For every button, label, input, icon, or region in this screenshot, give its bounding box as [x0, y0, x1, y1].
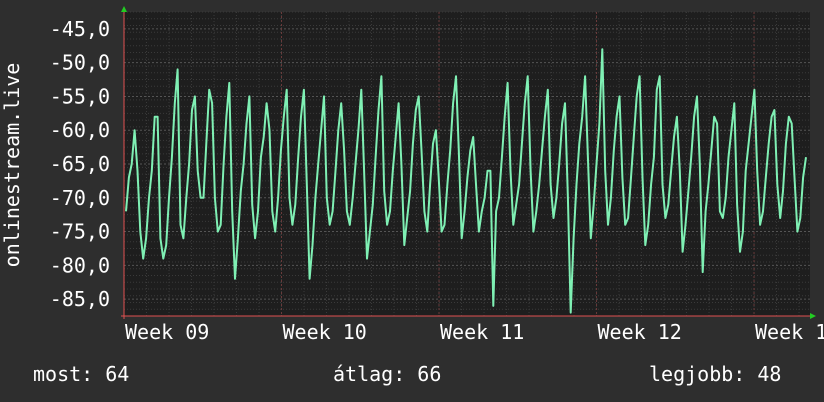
y-tick-label: -80,0	[50, 253, 110, 277]
plot-area	[124, 12, 810, 316]
series-line	[125, 48, 807, 314]
x-tick-label: Week 09	[125, 320, 209, 344]
y-tick-label: -85,0	[50, 287, 110, 311]
x-tick-label: Week 11	[440, 320, 524, 344]
x-tick-label: Week 12	[598, 320, 682, 344]
y-tick-label: -45,0	[50, 17, 110, 41]
best-value: legjobb: 48	[649, 362, 782, 386]
current-value: most: 64	[33, 362, 130, 386]
x-tick-label: Week 10	[283, 320, 367, 344]
x-tick-labels: Week 09 Week 10 Week 11 Week 12 Week 1	[125, 320, 824, 344]
x-tick-label: Week 1	[755, 320, 824, 344]
y-tick-label: -65,0	[50, 152, 110, 176]
y-tick-label: -60,0	[50, 118, 110, 142]
y-tick-label: -75,0	[50, 220, 110, 244]
y-tick-label: -70,0	[50, 186, 110, 210]
y-tick-label: -55,0	[50, 84, 110, 108]
y-axis-label: onlinestream.live	[0, 63, 24, 268]
y-axis-arrow-icon	[121, 6, 127, 12]
y-tick-labels: -45,0 -50,0 -55,0 -60,0 -65,0 -70,0 -75,0 -80,0…	[50, 17, 110, 311]
x-axis-arrow-icon	[810, 313, 816, 319]
y-tick-label: -50,0	[50, 51, 110, 75]
average-value: átlag: 66	[333, 362, 442, 386]
